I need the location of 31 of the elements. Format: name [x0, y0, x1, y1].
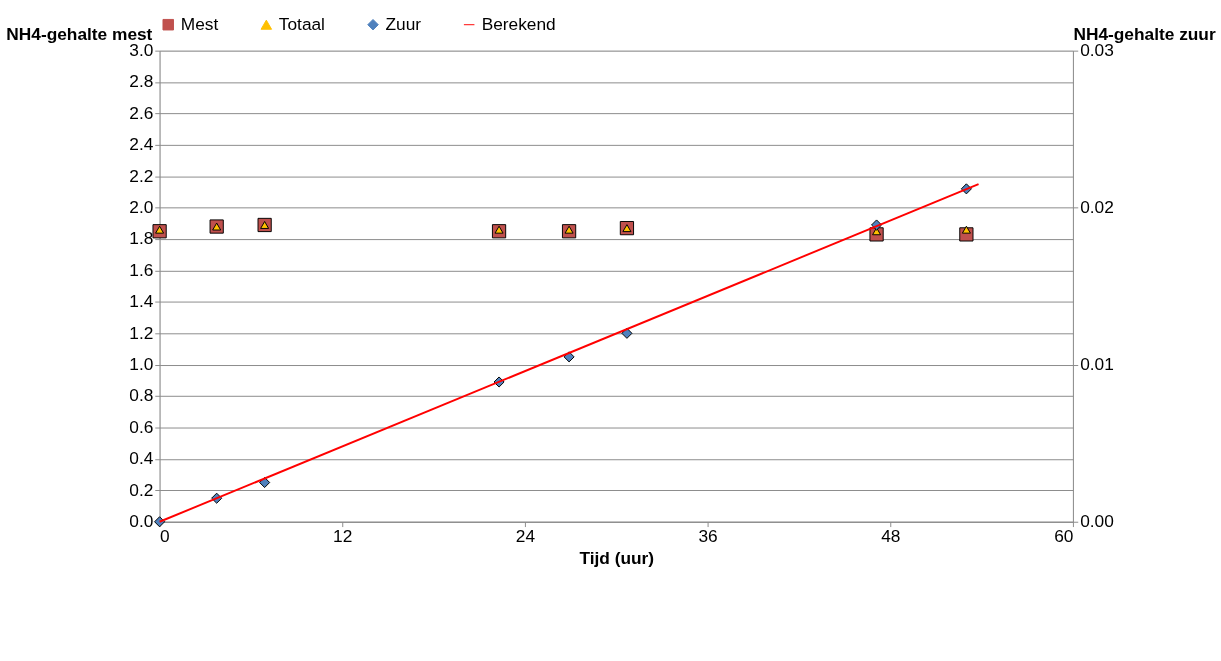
x-tick-label: 12: [333, 526, 353, 547]
y-tick-label: 0.2: [129, 479, 154, 500]
y-tick-label: 1.0: [129, 354, 154, 375]
y-tick-label: 1.2: [129, 322, 154, 343]
y-tick-label: 0.6: [129, 416, 154, 437]
y2-tick-label: 0.00: [1080, 511, 1114, 532]
x-tick-label: 0: [160, 526, 170, 547]
y-tick-label: 2.2: [129, 165, 154, 186]
x-tick-label: 60: [1054, 526, 1074, 547]
y-tick-label: 2.6: [129, 102, 154, 123]
legend-label: Mest: [180, 13, 219, 34]
y-tick-label: 1.6: [129, 259, 154, 280]
y2-tick-label: 0.01: [1080, 354, 1114, 375]
y-tick-label: 0.8: [129, 385, 154, 406]
y-tick-label: 1.8: [129, 228, 154, 249]
legend-label: Zuur: [385, 13, 422, 34]
x-tick-label: 36: [698, 526, 718, 547]
y-tick-label: 0.4: [129, 448, 154, 469]
x-tick-label: 48: [881, 526, 901, 547]
point: [621, 327, 633, 339]
y-tick-label: 2.8: [129, 71, 154, 92]
y-tick-label: 2.0: [129, 196, 154, 217]
legend-label: Berekend: [481, 13, 556, 34]
y-tick-label: 0.0: [129, 511, 154, 532]
legend-label: Totaal: [278, 13, 325, 34]
x-tick-label: 24: [515, 526, 536, 547]
point: [563, 351, 575, 363]
y-tick-label: 2.4: [129, 134, 154, 155]
y2-tick-label: 0.02: [1080, 196, 1114, 217]
x-axis-title: Tijd (uur): [579, 547, 655, 568]
y-tick-label: 1.4: [129, 291, 154, 312]
